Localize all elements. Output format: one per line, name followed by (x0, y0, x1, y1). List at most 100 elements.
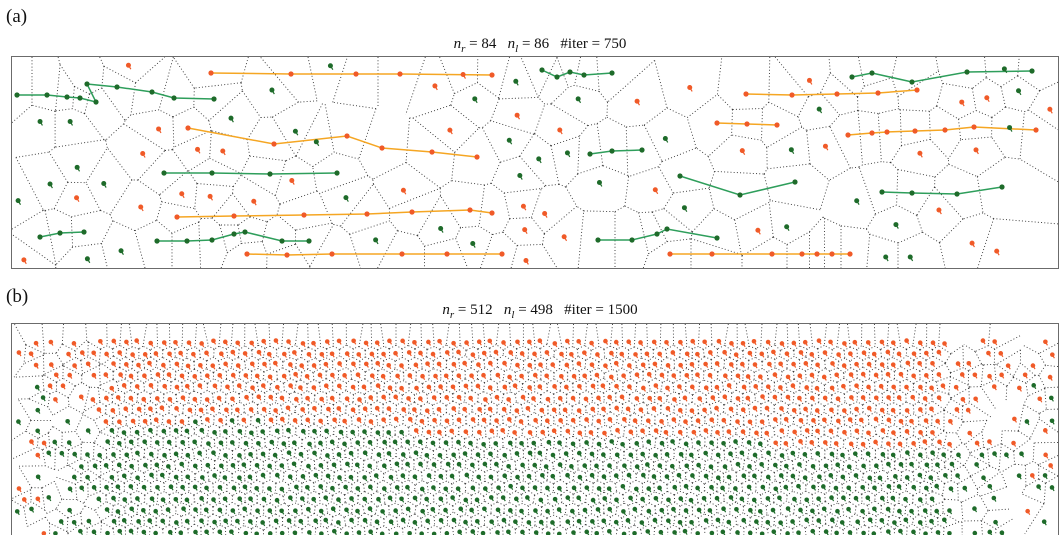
left-moving-particle (790, 473, 796, 480)
particle-dot (336, 452, 342, 457)
right-moving-particle (1022, 372, 1028, 379)
particle-dot (125, 62, 131, 68)
particle-dot (797, 462, 802, 467)
left-moving-particle (468, 440, 474, 447)
left-moving-particle (40, 395, 46, 402)
left-moving-particle (438, 496, 444, 503)
left-moving-particle (482, 461, 488, 468)
right-moving-particle (752, 362, 758, 369)
particle-dot (438, 517, 444, 523)
right-moving-particle (729, 341, 735, 348)
left-moving-particle (664, 452, 670, 459)
left-moving-particle (614, 452, 620, 459)
particle-dot (626, 472, 632, 478)
particle-dot (300, 428, 306, 434)
left-moving-particle (272, 452, 278, 459)
left-moving-particle (323, 517, 329, 524)
particle-dot (557, 485, 562, 491)
right-moving-particle (426, 429, 432, 436)
lane-particle (499, 251, 505, 257)
particle-dot (1025, 508, 1030, 514)
particle-dot (300, 474, 306, 479)
particle-dot (734, 506, 739, 512)
particle-dot (833, 485, 839, 491)
particle-dot (707, 372, 713, 378)
particle-dot (890, 407, 896, 413)
particle-dot (86, 518, 92, 524)
particle-dot (917, 360, 922, 366)
lane-particle (379, 145, 385, 151)
right-moving-particle (992, 339, 998, 346)
particle-dot (545, 485, 550, 491)
right-moving-particle (657, 351, 663, 358)
particle-dot (405, 506, 411, 512)
particle-dot (670, 439, 675, 444)
right-moving-particle (28, 351, 34, 358)
particle-dot (91, 372, 97, 378)
left-moving-particle (344, 531, 349, 535)
lane-line (17, 83, 215, 104)
left-moving-particle (602, 496, 608, 503)
left-moving-particle (184, 428, 190, 435)
particle-dot (745, 395, 751, 401)
particle-dot (97, 452, 102, 458)
particle-dot (934, 508, 939, 514)
particle-dot (52, 439, 58, 445)
particle-dot (367, 439, 373, 445)
right-moving-particle (890, 340, 896, 347)
lane-particle (37, 234, 43, 240)
particle-dot (526, 520, 532, 525)
right-moving-particle (420, 373, 426, 381)
left-moving-particle (292, 530, 298, 535)
panel-b-domain (11, 323, 1059, 535)
particle-dot (79, 485, 84, 491)
left-moving-particle (733, 486, 738, 493)
right-moving-particle (520, 203, 527, 211)
right-moving-particle (621, 373, 627, 380)
particle-dot (821, 484, 826, 489)
particle-dot (135, 475, 140, 481)
particle-dot (381, 351, 386, 357)
right-moving-particle (627, 363, 632, 370)
particle-dot (559, 373, 564, 379)
particle-dot (496, 485, 501, 490)
particle-dot (433, 373, 438, 379)
right-moving-particle (141, 396, 147, 404)
particle-dot (399, 429, 404, 435)
right-moving-particle (798, 417, 804, 425)
particle-dot (134, 429, 140, 435)
left-moving-particle (893, 222, 899, 229)
particle-dot (153, 530, 158, 535)
particle-dot (835, 462, 840, 468)
left-moving-particle (666, 518, 671, 525)
particle-dot (217, 372, 223, 378)
left-moving-particle (556, 507, 562, 514)
panel-b-iter-value: 1500 (607, 302, 638, 318)
particle-dot (457, 529, 462, 535)
left-moving-particle (200, 475, 205, 482)
particle-dot (425, 361, 430, 366)
left-moving-particle (607, 463, 613, 470)
right-moving-particle (53, 397, 59, 404)
right-moving-particle (537, 338, 543, 345)
particle-dot (162, 383, 167, 389)
left-moving-particle (124, 452, 130, 459)
left-moving-particle (47, 181, 53, 189)
particle-dot (300, 407, 305, 412)
right-moving-particle (444, 350, 450, 357)
particle-dot (35, 496, 41, 502)
particle-dot (458, 506, 464, 512)
left-moving-particle (204, 529, 210, 535)
particle-dot (355, 486, 361, 491)
right-moving-particle (653, 383, 659, 390)
particle-dot (609, 439, 614, 444)
particle-dot (898, 528, 903, 534)
particle-dot (1030, 363, 1036, 368)
particle-dot (798, 350, 804, 355)
particle-dot (481, 372, 486, 378)
left-moving-particle (166, 464, 171, 471)
right-moving-particle (790, 383, 796, 390)
particle-dot (281, 441, 287, 446)
particle-dot (222, 475, 228, 480)
particle-dot (85, 361, 91, 367)
